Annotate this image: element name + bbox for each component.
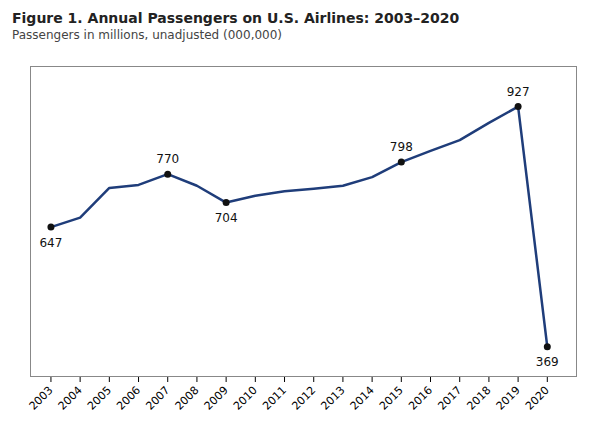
svg-text:2017: 2017 xyxy=(435,384,464,413)
svg-text:927: 927 xyxy=(507,85,530,99)
svg-text:2016: 2016 xyxy=(406,384,435,413)
svg-text:2019: 2019 xyxy=(494,384,523,413)
svg-text:704: 704 xyxy=(215,211,238,225)
svg-text:2011: 2011 xyxy=(260,384,289,413)
svg-text:2015: 2015 xyxy=(377,384,406,413)
svg-text:2008: 2008 xyxy=(173,384,202,413)
svg-text:2014: 2014 xyxy=(348,384,377,413)
svg-text:2018: 2018 xyxy=(465,384,494,413)
svg-text:2010: 2010 xyxy=(231,384,260,413)
svg-text:2009: 2009 xyxy=(202,384,231,413)
html-text:Passengers in millions, unadju: Passengers in millions, unadjusted (000,… xyxy=(12,28,282,42)
svg-text:2005: 2005 xyxy=(85,384,114,413)
svg-text:647: 647 xyxy=(39,236,62,250)
html-text:Figure 1. Annual Passengers on: Figure 1. Annual Passengers on U.S. Airl… xyxy=(12,10,460,26)
svg-text:2003: 2003 xyxy=(27,384,56,413)
svg-text:770: 770 xyxy=(156,152,179,166)
svg-text:2007: 2007 xyxy=(143,384,172,413)
svg-text:369: 369 xyxy=(536,355,559,369)
svg-text:798: 798 xyxy=(390,140,413,154)
svg-text:2004: 2004 xyxy=(56,384,85,413)
svg-text:2013: 2013 xyxy=(319,384,348,413)
svg-text:2006: 2006 xyxy=(114,384,143,413)
svg-text:2020: 2020 xyxy=(523,384,552,413)
svg-text:2012: 2012 xyxy=(289,384,318,413)
